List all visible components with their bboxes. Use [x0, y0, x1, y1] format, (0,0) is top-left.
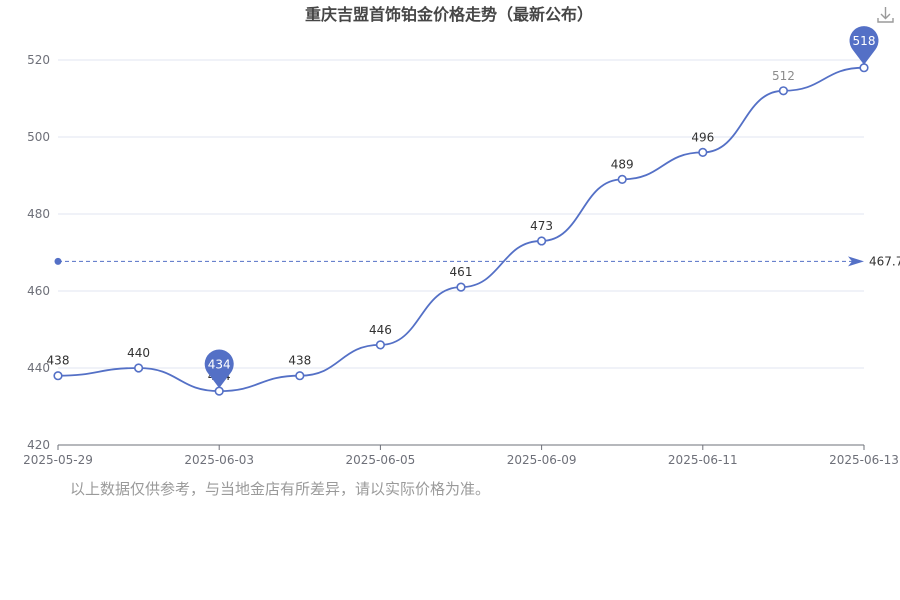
- data-point: [456, 282, 466, 292]
- data-points: [53, 63, 869, 396]
- x-axis: 2025-05-29 2025-06-03 2025-06-05 2025-06-09…: [23, 444, 899, 467]
- data-label: 438: [47, 354, 70, 368]
- y-tick-label: 480: [27, 207, 50, 221]
- average-line: 467.7: [54, 254, 900, 268]
- series-path: [57, 66, 865, 393]
- data-point: [698, 147, 708, 157]
- data-label: 440: [127, 346, 150, 360]
- y-axis: 420 440 460 480 500 520: [27, 53, 50, 452]
- pin-label: 518: [853, 34, 876, 48]
- grid-lines: [58, 59, 864, 369]
- data-label: 461: [450, 265, 473, 279]
- data-label: 446: [369, 323, 392, 337]
- pin-label: 434: [208, 358, 231, 372]
- data-labels: 438 440 434 438 446 461 473 489 496 512: [47, 69, 795, 383]
- y-tick-label: 440: [27, 361, 50, 375]
- x-tick-label: 2025-05-29: [23, 453, 93, 467]
- data-point: [214, 386, 224, 396]
- average-arrow: [848, 256, 864, 267]
- data-label: 489: [611, 157, 634, 171]
- average-label: 467.7: [869, 254, 900, 268]
- y-tick-label: 420: [27, 438, 50, 452]
- save-as-image-button[interactable]: [876, 5, 895, 24]
- download-icon: [877, 7, 894, 23]
- data-label: 512: [772, 69, 795, 83]
- x-tick-label: 2025-06-05: [346, 453, 416, 467]
- y-tick-label: 520: [27, 53, 50, 67]
- max-marker-pin: 518: [849, 26, 879, 65]
- markers: 434 518: [204, 26, 879, 389]
- data-point: [859, 63, 869, 73]
- min-marker-pin: 434: [204, 349, 234, 389]
- data-point: [778, 86, 789, 96]
- data-point: [295, 371, 305, 381]
- data-label: 496: [691, 130, 714, 144]
- x-tick-label: 2025-06-03: [184, 453, 254, 467]
- data-point: [134, 363, 144, 373]
- data-point: [53, 371, 63, 381]
- data-label: 438: [288, 354, 311, 368]
- data-point: [617, 174, 627, 184]
- pin-shape: [204, 349, 234, 389]
- y-tick-label: 460: [27, 284, 50, 298]
- chart-title: 重庆吉盟首饰铂金价格走势（最新公布）: [305, 5, 593, 24]
- series-line: [57, 66, 865, 393]
- x-tick-label: 2025-06-09: [507, 453, 577, 467]
- y-tick-label: 500: [27, 130, 50, 144]
- pin-shape: [849, 26, 879, 65]
- x-tick-label: 2025-06-11: [668, 453, 738, 467]
- disclaimer-note: 以上数据仅供参考，与当地金店有所差异，请以实际价格为准。: [70, 480, 491, 498]
- data-point: [536, 236, 547, 246]
- x-tick-label: 2025-06-13: [829, 453, 899, 467]
- data-label: 473: [530, 219, 553, 233]
- data-point: [375, 340, 386, 350]
